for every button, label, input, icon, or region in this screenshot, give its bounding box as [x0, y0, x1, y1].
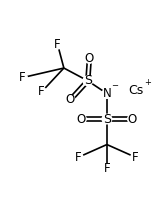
Circle shape: [131, 153, 140, 162]
Circle shape: [85, 54, 94, 63]
Circle shape: [77, 114, 86, 124]
Text: F: F: [75, 151, 82, 164]
Circle shape: [102, 114, 112, 124]
Text: O: O: [128, 112, 137, 126]
Text: F: F: [38, 85, 45, 99]
Circle shape: [128, 114, 137, 124]
Circle shape: [73, 153, 83, 162]
Circle shape: [102, 164, 112, 173]
Text: S: S: [103, 112, 111, 126]
Text: O: O: [66, 93, 75, 106]
Circle shape: [37, 87, 46, 97]
Text: −: −: [111, 81, 118, 90]
Text: +: +: [144, 78, 151, 87]
Text: N: N: [103, 87, 111, 100]
Circle shape: [131, 86, 140, 95]
Text: S: S: [84, 74, 92, 87]
Text: F: F: [104, 162, 110, 175]
Circle shape: [83, 76, 93, 86]
Circle shape: [65, 95, 75, 105]
Circle shape: [53, 39, 62, 49]
Text: O: O: [77, 112, 86, 126]
Text: Cs: Cs: [128, 84, 143, 97]
Circle shape: [102, 89, 112, 98]
Text: F: F: [54, 38, 61, 51]
Text: F: F: [132, 151, 139, 164]
Text: F: F: [19, 71, 26, 84]
Text: O: O: [85, 52, 94, 65]
Circle shape: [18, 73, 27, 82]
